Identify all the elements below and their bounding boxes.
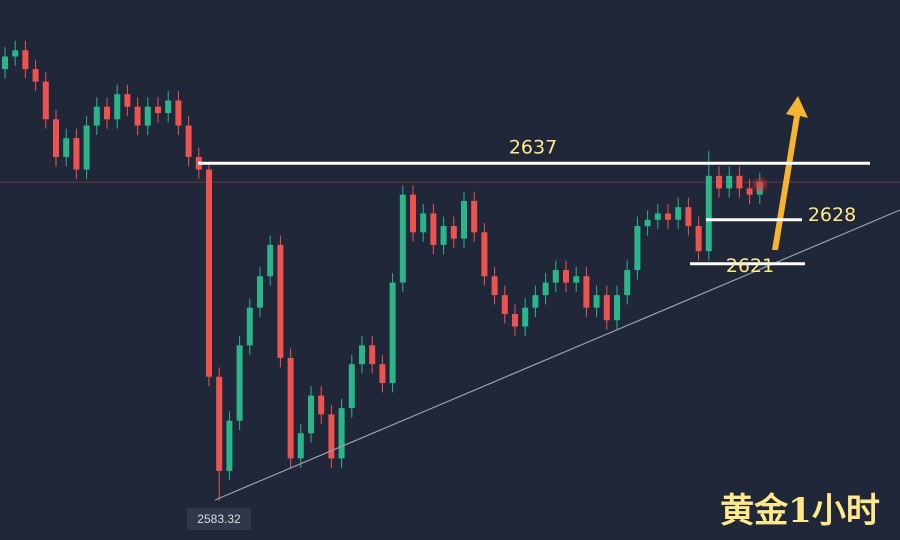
candle-body — [746, 188, 753, 195]
candle-body — [53, 119, 59, 157]
candle-body — [308, 395, 314, 434]
candle-body — [124, 94, 131, 107]
candle-body — [573, 276, 580, 283]
level-label: 2628 — [808, 204, 856, 226]
candle-body — [185, 125, 192, 157]
candle-body — [338, 408, 345, 459]
price-glow — [751, 176, 769, 194]
candle-body — [144, 106, 151, 126]
candle-body — [603, 295, 610, 321]
candle-body — [522, 307, 529, 327]
candle-body — [583, 276, 590, 308]
candle-body — [216, 376, 223, 471]
candle-body — [93, 106, 100, 126]
candle-body — [410, 194, 416, 233]
candle-body — [83, 125, 90, 170]
candle-body — [542, 282, 549, 296]
candle-body — [532, 295, 539, 308]
candle-body — [73, 138, 80, 170]
candle-body — [614, 295, 620, 321]
candle-body — [134, 106, 141, 126]
candle-body — [450, 226, 457, 239]
candle-body — [430, 213, 437, 245]
candle-body — [12, 50, 19, 57]
level-label: 2621 — [726, 255, 774, 277]
candle-body — [471, 200, 478, 233]
candle-body — [379, 364, 386, 384]
candle-body — [328, 414, 335, 459]
candle-body — [267, 244, 274, 277]
chart-title: 黄金1小时 — [720, 491, 880, 531]
candle-body — [155, 106, 161, 114]
candle-body — [593, 295, 600, 308]
candle-body — [552, 270, 559, 283]
low-price-label: 2583.32 — [197, 512, 241, 526]
candle-body — [705, 175, 712, 252]
candle-body — [491, 276, 498, 296]
candle-body — [665, 213, 671, 220]
candle-body — [257, 276, 263, 308]
candle-body — [644, 219, 651, 227]
candle-body — [206, 169, 212, 377]
candle-body — [501, 295, 508, 314]
candle-body — [246, 307, 253, 346]
candle-body — [297, 433, 304, 459]
candle-body — [624, 270, 631, 296]
candle-body — [318, 395, 325, 415]
candle-body — [736, 175, 743, 189]
candle-body — [675, 207, 682, 220]
candle-body — [654, 213, 661, 220]
candle-body — [165, 100, 172, 114]
candle-body — [32, 69, 39, 82]
candle-body — [63, 138, 70, 157]
candle-body — [277, 244, 284, 358]
candle-body — [685, 207, 692, 227]
candle-body — [481, 232, 488, 277]
candle-body — [236, 345, 243, 421]
candle-body — [287, 357, 294, 459]
candle-body — [175, 100, 182, 126]
candle-body — [348, 364, 355, 409]
candle-body — [695, 226, 702, 252]
candle-body — [114, 94, 121, 120]
candle-body — [226, 420, 233, 471]
trend-line — [214, 209, 900, 501]
candle-body — [2, 56, 8, 70]
candle-body — [22, 50, 29, 70]
candle-body — [563, 270, 569, 283]
candle-body — [461, 200, 467, 239]
candle-body — [716, 175, 722, 189]
up-arrow — [772, 96, 808, 250]
candle-body — [512, 313, 518, 327]
candle-body — [359, 345, 365, 365]
candle-body — [399, 194, 406, 283]
candle-body — [389, 282, 396, 384]
candle-body — [42, 81, 49, 120]
candle-body — [634, 226, 641, 270]
candle-body — [726, 175, 733, 189]
low-price-badge — [187, 508, 251, 530]
level-label: 2637 — [509, 136, 557, 158]
candle-body — [104, 106, 110, 120]
candle-body — [440, 226, 447, 245]
candle-body — [420, 213, 427, 233]
candle-body — [369, 345, 376, 365]
